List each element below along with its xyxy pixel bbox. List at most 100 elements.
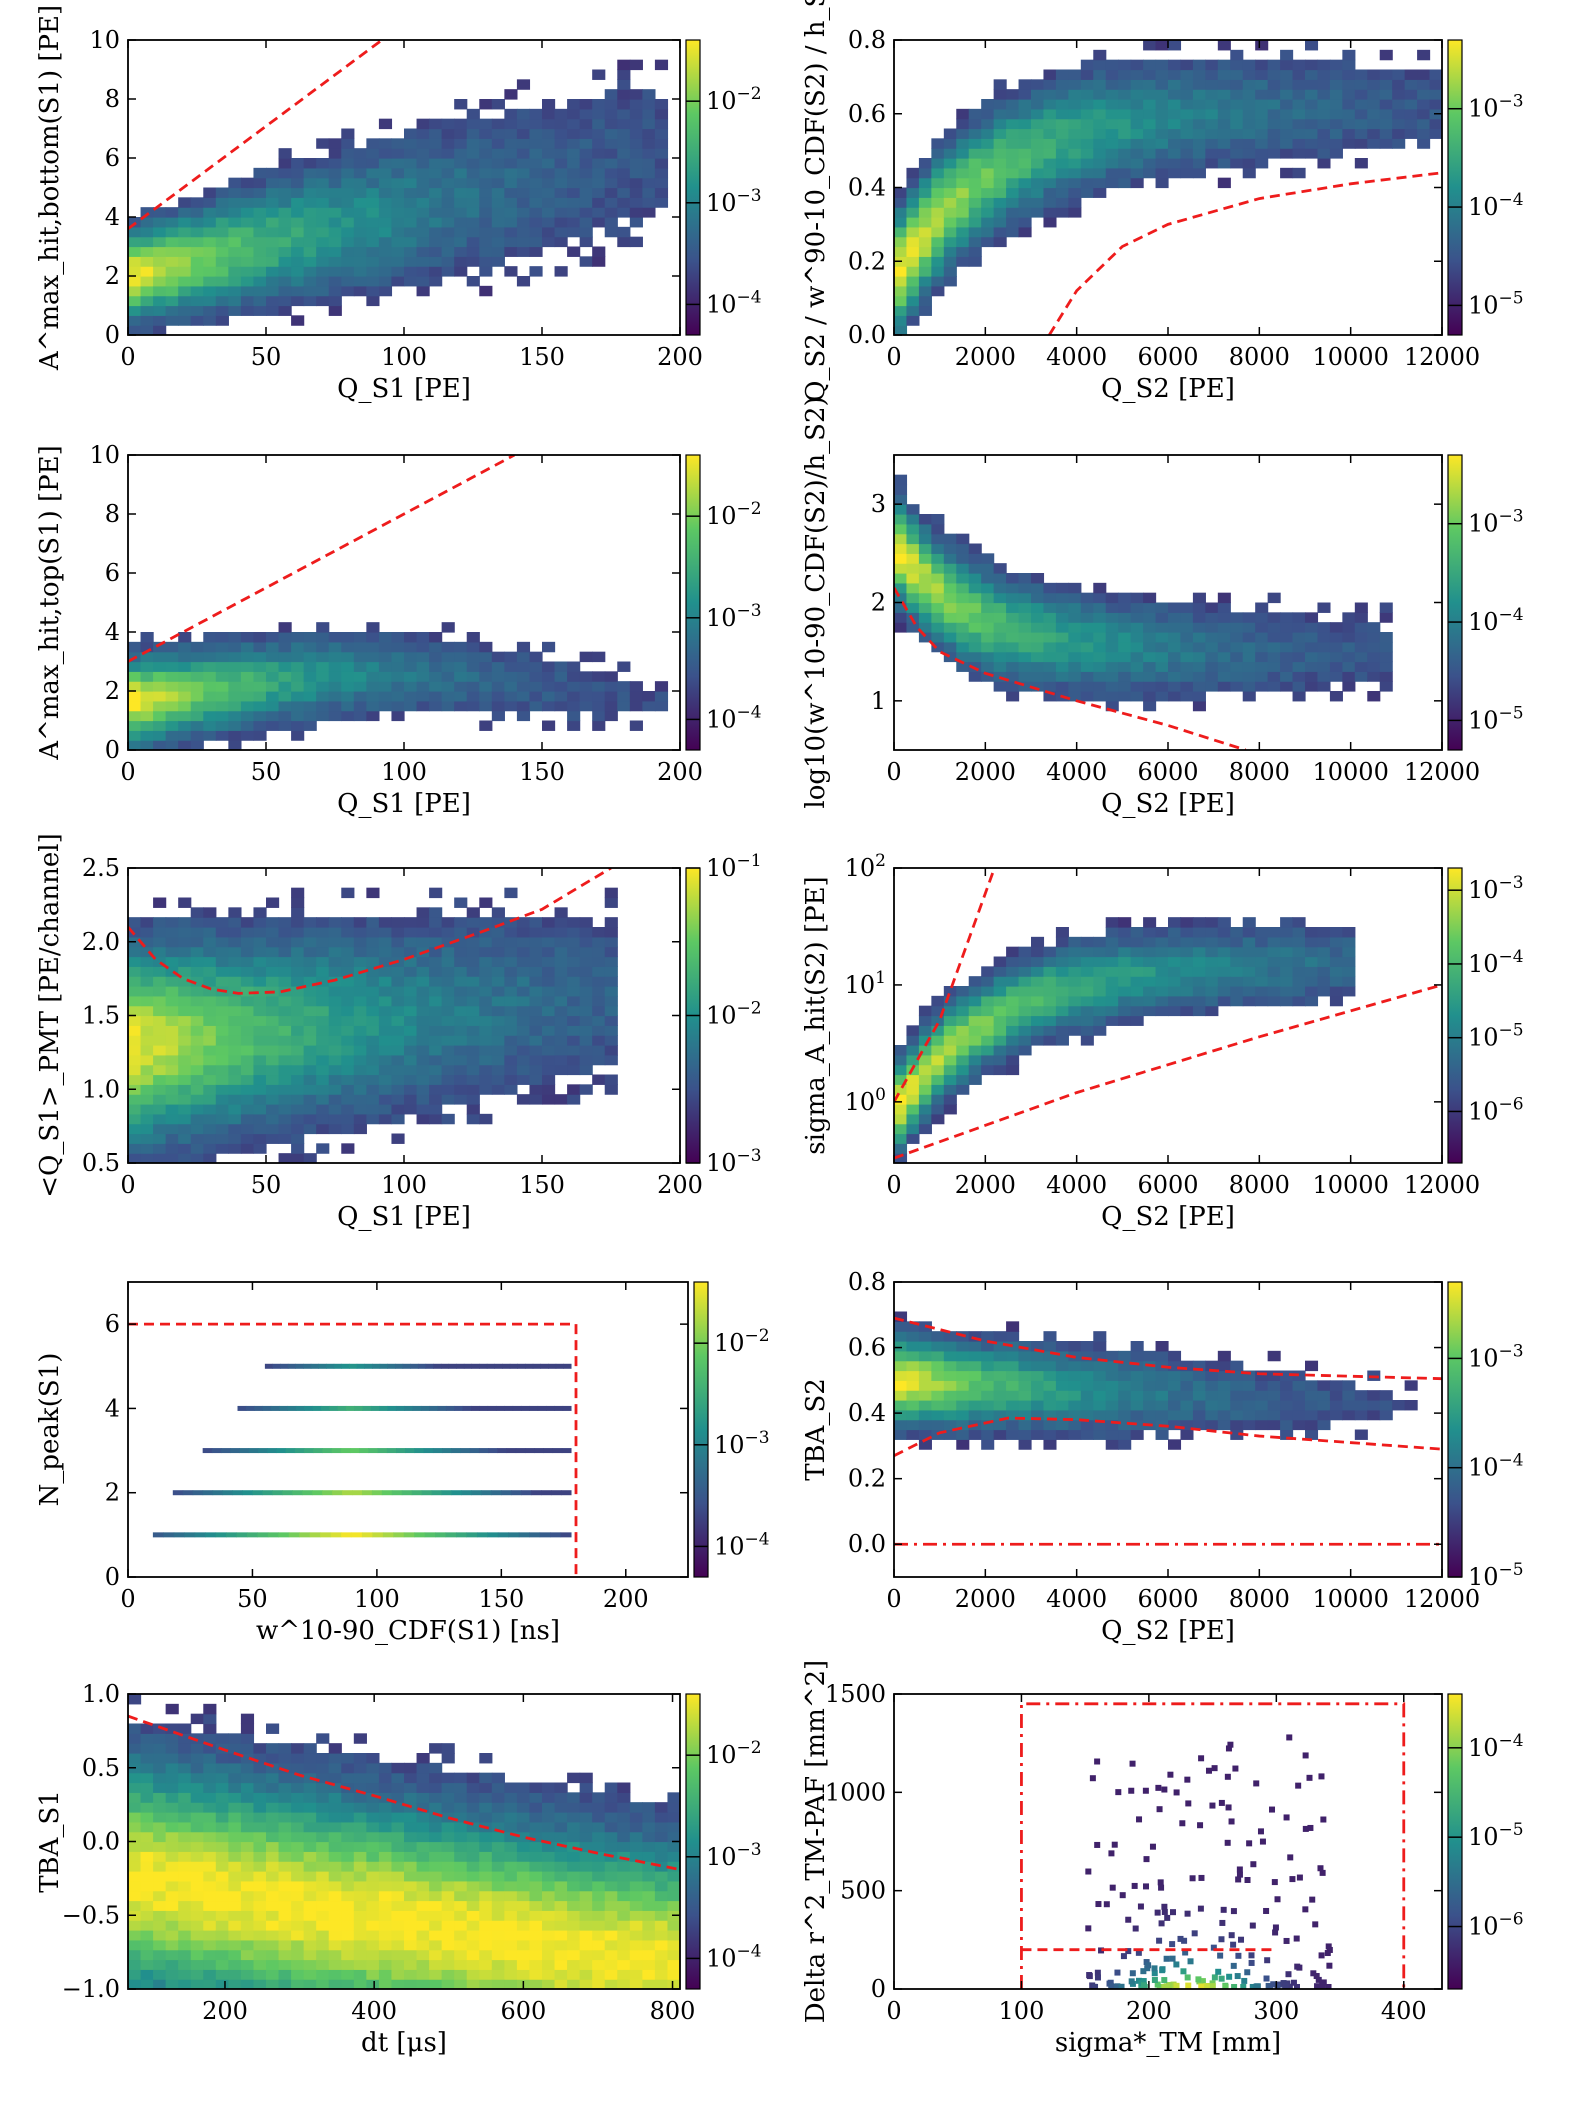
heatmap-cell xyxy=(291,217,305,228)
heatmap-cell xyxy=(516,187,531,198)
heatmap-cell xyxy=(341,1939,355,1951)
heatmap-cell xyxy=(165,1753,179,1764)
heatmap-cell xyxy=(918,1113,932,1125)
heatmap-cell xyxy=(567,681,581,692)
heatmap-cell xyxy=(328,1910,342,1921)
heatmap-cell xyxy=(441,1959,455,1970)
x-tick-label: 4000 xyxy=(1046,1585,1107,1613)
heatmap-cell xyxy=(140,1064,154,1076)
heatmap-cell xyxy=(454,148,468,159)
heatmap-cell xyxy=(956,256,970,267)
heatmap-cell xyxy=(378,1861,393,1872)
heatmap-cell xyxy=(1292,661,1306,672)
heatmap-cell xyxy=(617,177,631,189)
heatmap-cell xyxy=(303,976,317,987)
heatmap-cell xyxy=(178,917,192,928)
heatmap-cell xyxy=(1006,1419,1020,1431)
heatmap-cell xyxy=(642,99,656,110)
heatmap-cell xyxy=(466,1871,480,1882)
heatmap-cell xyxy=(956,187,970,198)
heatmap-cell xyxy=(956,1409,970,1421)
heatmap-cell xyxy=(1055,986,1069,997)
heatmap-cell xyxy=(1031,936,1045,948)
band-n3 xyxy=(202,1448,213,1454)
heatmap-cell xyxy=(404,266,418,277)
heatmap-cell xyxy=(454,1841,468,1852)
heatmap-cell xyxy=(178,1930,192,1941)
heatmap-cell xyxy=(981,167,995,179)
band-n3 xyxy=(313,1448,323,1454)
heatmap-cell xyxy=(466,256,480,267)
heatmap-cell xyxy=(1267,946,1281,958)
heatmap-cell xyxy=(579,1064,593,1076)
heatmap-cell xyxy=(291,1133,305,1144)
heatmap-cell xyxy=(328,1949,342,1961)
heatmap-cell xyxy=(416,632,430,643)
heatmap-cell xyxy=(378,246,393,257)
heatmap-cell xyxy=(956,592,970,604)
heatmap-cell xyxy=(303,1045,317,1056)
heatmap-cell xyxy=(931,1390,945,1401)
heatmap-cell xyxy=(1267,1350,1281,1362)
heatmap-cell xyxy=(454,1045,468,1056)
heatmap-cell xyxy=(466,1772,480,1784)
heatmap-cell xyxy=(454,661,468,672)
heatmap-cell xyxy=(429,246,443,257)
y-tick-label: 0 xyxy=(105,1563,120,1591)
heatmap-cell xyxy=(542,1890,556,1902)
heatmap-cell xyxy=(981,1419,995,1431)
heatmap-cell xyxy=(128,681,142,692)
heatmap-cell xyxy=(165,1939,179,1951)
heatmap-cell xyxy=(291,1959,305,1970)
heatmap-cell xyxy=(1155,956,1169,967)
heatmap-cell xyxy=(906,1025,920,1036)
heatmap-cell xyxy=(1205,602,1219,613)
heatmap-cell xyxy=(981,1360,995,1372)
heatmap-cell xyxy=(479,197,493,208)
heatmap-cell xyxy=(278,158,292,169)
heatmap-cell xyxy=(454,651,468,663)
heatmap-cell xyxy=(1155,927,1169,938)
heatmap-cell xyxy=(1329,641,1343,653)
heatmap-cell xyxy=(328,1880,342,1892)
band-n5 xyxy=(540,1363,549,1369)
heatmap-cell xyxy=(1068,1360,1082,1372)
heatmap-cell xyxy=(1068,187,1082,198)
heatmap-cell xyxy=(1255,995,1269,1007)
heatmap-cell xyxy=(391,976,405,987)
heatmap-cell xyxy=(441,1743,455,1754)
heatmap-cell xyxy=(240,1723,255,1734)
heatmap-cell xyxy=(943,1331,957,1342)
heatmap-cell xyxy=(353,197,367,208)
heatmap-cell xyxy=(1242,671,1256,682)
heatmap-cell xyxy=(956,661,970,672)
heatmap-cell xyxy=(404,1969,418,1980)
x-tick-label: 6000 xyxy=(1137,758,1198,786)
heatmap-cell xyxy=(441,1900,455,1911)
heatmap-cell xyxy=(328,167,342,179)
heatmap-cell xyxy=(1217,917,1231,928)
heatmap-cell xyxy=(378,976,393,987)
heatmap-cell xyxy=(579,936,593,948)
heatmap-cell xyxy=(203,632,217,643)
heatmap-cell xyxy=(190,1113,204,1125)
band-n4 xyxy=(412,1405,422,1411)
heatmap-cell xyxy=(604,128,618,139)
heatmap-cell xyxy=(981,1370,995,1381)
heatmap-cell xyxy=(266,1074,280,1085)
heatmap-cell xyxy=(228,946,242,958)
heatmap-cell xyxy=(894,1123,908,1135)
heatmap-cell xyxy=(617,236,631,248)
heatmap-cell xyxy=(429,632,443,643)
heatmap-cell xyxy=(479,966,493,977)
heatmap-cell xyxy=(303,1104,317,1115)
heatmap-cell xyxy=(516,226,531,238)
heatmap-cell xyxy=(341,681,355,692)
heatmap-cell xyxy=(353,986,367,997)
heatmap-cell xyxy=(240,1084,255,1095)
heatmap-cell xyxy=(215,1910,229,1921)
heatmap-cell xyxy=(128,995,142,1007)
heatmap-cell xyxy=(931,641,945,653)
heatmap-cell xyxy=(567,1094,581,1105)
